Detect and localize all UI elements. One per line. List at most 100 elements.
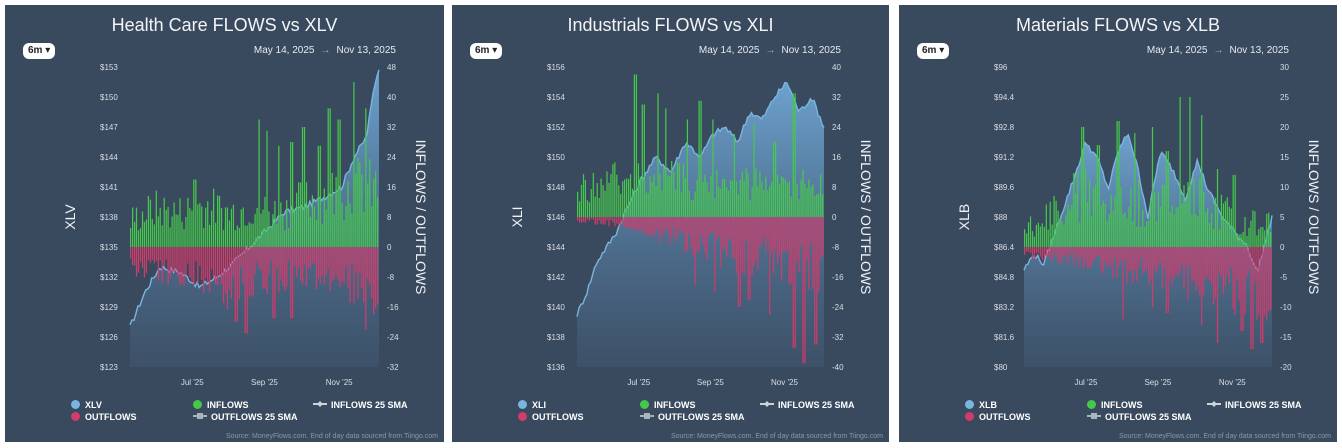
date-start[interactable]: May 14, 2025 [698,45,760,56]
outflow-bar [792,217,794,349]
inflow-bar [788,181,790,217]
outflow-bar [1159,247,1162,261]
inflow-bar [1118,121,1120,247]
outflow-bar [1094,247,1097,260]
outflow-bar [311,247,314,263]
outflow-bar [286,247,288,287]
arrow-right-icon: → [320,45,331,56]
date-start[interactable]: May 14, 2025 [1146,45,1208,56]
inflow-bar [181,221,183,247]
inflow-bar [1039,226,1041,247]
inflow-bar [1075,193,1077,247]
date-end[interactable]: Nov 13, 2025 [781,45,842,56]
inflow-bar [325,209,327,247]
inflow-bar [777,174,779,217]
legend-outflows[interactable]: OUTFLOWS [965,412,1031,422]
outflow-bar [301,247,304,285]
inflow-bar [1246,235,1248,247]
outflow-bar [323,247,325,285]
inflow-bar [600,178,602,217]
outflow-bar [1232,247,1234,309]
outflow-bar [130,247,132,259]
outflow-bar [341,247,343,282]
y-left-tick-label: $156 [547,63,565,72]
inflow-bar [274,200,276,247]
legend-inflows[interactable]: INFLOWS [193,400,249,410]
range-select-button[interactable]: 6m ▾ [917,43,950,59]
inflow-bar [1193,178,1195,247]
inflow-bar [1144,226,1146,247]
inflow-bar [673,171,675,217]
outflow-bar [1151,247,1154,307]
inflow-bar [612,164,614,217]
legend-inflows-sma[interactable]: INFLOWS 25 SMA [313,400,408,410]
date-end[interactable]: Nov 13, 2025 [1229,45,1290,56]
legend-inflows-sma-label: INFLOWS 25 SMA [778,400,855,410]
outflow-bar [804,217,806,364]
legend-outflows-sma-label: OUTFLOWS 25 SMA [1105,412,1192,422]
range-select-button[interactable]: 6m ▾ [470,43,503,59]
legend-inflows[interactable]: INFLOWS [1087,400,1143,410]
chevron-down-icon: ▾ [936,45,945,56]
outflow-bar [256,247,258,263]
outflow-bar [592,217,594,220]
inflow-bar [1027,222,1030,247]
legend-outflows-sma[interactable]: OUTFLOWS 25 SMA [640,412,745,422]
inflow-bar [1250,220,1252,247]
outflow-bar [1098,247,1101,256]
legend-price[interactable]: XLI [518,400,546,410]
inflow-bar [1065,215,1067,247]
outflow-bar [134,247,136,266]
outflow-bar [767,217,769,243]
inflow-bar [722,179,724,217]
outflow-bar [205,247,207,279]
outflow-bar [796,217,798,263]
inflow-bar [1260,227,1262,247]
outflow-bar [790,217,792,284]
inflow-bar [1157,191,1160,247]
legend-inflows-sma[interactable]: INFLOWS 25 SMA [760,400,855,410]
date-end[interactable]: Nov 13, 2025 [336,45,397,56]
date-start[interactable]: May 14, 2025 [253,45,315,56]
legend-outflows[interactable]: OUTFLOWS [71,412,137,422]
outflow-bar [359,247,361,273]
inflow-bar [1214,197,1217,247]
inflow-bar [1092,188,1095,247]
legend-outflows[interactable]: OUTFLOWS [518,412,584,422]
inflow-bar [217,195,219,247]
legend-inflows-sma[interactable]: INFLOWS 25 SMA [1207,400,1302,410]
inflow-bar [323,188,325,247]
outflow-bar [280,247,282,280]
outflow-bar [1199,247,1201,296]
outflow-bar [643,217,645,234]
inflow-bar [716,169,718,217]
inflow-bar [359,162,361,247]
legend-price[interactable]: XLB [965,400,997,410]
inflow-bar [1033,236,1036,247]
inflow-bar [175,214,177,247]
inflow-bar [761,181,763,217]
outflow-bar [357,247,359,299]
outflow-bar [272,247,274,319]
inflow-bar [1165,151,1167,247]
outflow-bar [698,217,700,253]
legend-price[interactable]: XLV [71,400,102,410]
outflow-bar [213,247,215,278]
inflow-bar [1130,188,1132,247]
outflow-bar [333,247,335,280]
inflow-bar [1264,230,1266,247]
legend-inflows[interactable]: INFLOWS [640,400,696,410]
outflow-bar [242,247,244,284]
inflow-bar [800,179,802,217]
inflow-bar [345,206,347,247]
legend-outflows-sma[interactable]: OUTFLOWS 25 SMA [193,412,298,422]
outflow-bar [1104,247,1106,263]
outflow-bar [702,217,704,245]
inflow-bar [1059,220,1061,247]
legend-outflows-sma[interactable]: OUTFLOWS 25 SMA [1087,412,1192,422]
inflow-bar [1191,214,1193,247]
chart-title: Industrials FLOWS vs XLI [567,15,774,35]
range-select-button[interactable]: 6m ▾ [23,43,56,59]
outflow-bar [1230,247,1232,268]
inflow-bar [1087,202,1089,247]
